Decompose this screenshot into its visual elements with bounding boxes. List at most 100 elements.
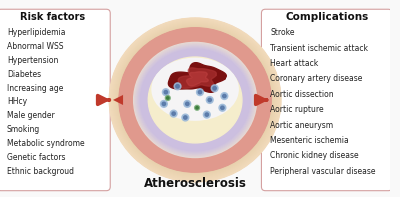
- Ellipse shape: [131, 39, 260, 161]
- Ellipse shape: [182, 114, 189, 121]
- Text: Stroke: Stroke: [270, 28, 295, 37]
- Ellipse shape: [126, 34, 265, 166]
- Text: Metabolic syndrome: Metabolic syndrome: [7, 139, 84, 148]
- Ellipse shape: [130, 39, 260, 161]
- Ellipse shape: [138, 47, 252, 153]
- Ellipse shape: [127, 36, 263, 164]
- Ellipse shape: [115, 24, 275, 176]
- Ellipse shape: [196, 107, 198, 109]
- Ellipse shape: [136, 44, 255, 156]
- Ellipse shape: [120, 29, 270, 171]
- Ellipse shape: [131, 40, 259, 160]
- Ellipse shape: [110, 19, 280, 181]
- Ellipse shape: [174, 83, 181, 90]
- Ellipse shape: [118, 27, 272, 173]
- Ellipse shape: [119, 28, 271, 172]
- Ellipse shape: [122, 30, 269, 170]
- Ellipse shape: [133, 42, 257, 158]
- Ellipse shape: [111, 20, 279, 180]
- Text: Risk factors: Risk factors: [20, 12, 85, 22]
- Ellipse shape: [129, 38, 261, 162]
- Text: HHcy: HHcy: [7, 97, 27, 106]
- Ellipse shape: [113, 21, 278, 178]
- Ellipse shape: [113, 22, 277, 178]
- Ellipse shape: [122, 31, 268, 169]
- Text: Smoking: Smoking: [7, 125, 40, 134]
- Polygon shape: [168, 63, 226, 92]
- Ellipse shape: [186, 102, 189, 106]
- Text: Coronary artery disease: Coronary artery disease: [270, 74, 362, 83]
- Ellipse shape: [128, 37, 262, 163]
- Ellipse shape: [172, 112, 175, 115]
- Ellipse shape: [126, 35, 264, 165]
- Text: Ethnic backgroud: Ethnic backgroud: [7, 167, 74, 176]
- Ellipse shape: [132, 40, 259, 160]
- Ellipse shape: [125, 33, 266, 166]
- Ellipse shape: [133, 42, 258, 158]
- Text: Male gender: Male gender: [7, 111, 54, 120]
- Ellipse shape: [132, 41, 258, 159]
- Ellipse shape: [208, 98, 212, 102]
- Text: Transient ischemic attack: Transient ischemic attack: [270, 44, 368, 53]
- Text: Chronic kidney disease: Chronic kidney disease: [270, 151, 359, 161]
- Ellipse shape: [221, 93, 228, 99]
- Ellipse shape: [119, 27, 272, 173]
- Ellipse shape: [170, 110, 177, 117]
- Ellipse shape: [110, 18, 281, 182]
- Ellipse shape: [160, 100, 167, 107]
- Ellipse shape: [116, 25, 274, 175]
- Ellipse shape: [111, 19, 280, 181]
- Ellipse shape: [124, 33, 266, 167]
- Ellipse shape: [140, 49, 250, 151]
- Ellipse shape: [115, 23, 276, 177]
- Ellipse shape: [117, 26, 273, 174]
- Ellipse shape: [118, 26, 272, 174]
- Ellipse shape: [114, 23, 276, 177]
- Ellipse shape: [162, 89, 169, 96]
- Text: Hyperlipidemia: Hyperlipidemia: [7, 28, 65, 37]
- Text: Genetic factors: Genetic factors: [7, 153, 65, 162]
- Ellipse shape: [162, 102, 166, 106]
- Ellipse shape: [120, 29, 270, 171]
- Ellipse shape: [121, 30, 270, 170]
- Ellipse shape: [196, 89, 203, 96]
- Ellipse shape: [134, 42, 256, 158]
- FancyBboxPatch shape: [0, 9, 110, 191]
- Ellipse shape: [130, 39, 260, 161]
- Ellipse shape: [115, 24, 275, 176]
- Ellipse shape: [211, 85, 218, 92]
- Ellipse shape: [112, 20, 278, 179]
- Text: Increasing age: Increasing age: [7, 84, 63, 93]
- Ellipse shape: [219, 104, 226, 111]
- Ellipse shape: [111, 20, 279, 180]
- Ellipse shape: [134, 42, 256, 158]
- Ellipse shape: [116, 24, 274, 176]
- Ellipse shape: [116, 25, 274, 175]
- FancyBboxPatch shape: [262, 9, 392, 191]
- Ellipse shape: [117, 26, 273, 174]
- Ellipse shape: [140, 48, 251, 152]
- Ellipse shape: [117, 25, 274, 175]
- Ellipse shape: [109, 18, 281, 182]
- Ellipse shape: [138, 46, 253, 154]
- Text: Aortic dissection: Aortic dissection: [270, 90, 334, 99]
- Text: Peripheral vascular disease: Peripheral vascular disease: [270, 167, 376, 176]
- Ellipse shape: [148, 57, 242, 143]
- Ellipse shape: [114, 23, 276, 177]
- Text: Hypertension: Hypertension: [7, 56, 58, 65]
- Text: Abnormal WSS: Abnormal WSS: [7, 42, 63, 51]
- Ellipse shape: [165, 96, 170, 100]
- Ellipse shape: [122, 31, 268, 169]
- Text: Heart attack: Heart attack: [270, 59, 318, 68]
- Ellipse shape: [110, 19, 280, 181]
- Ellipse shape: [221, 106, 224, 110]
- Ellipse shape: [124, 33, 266, 167]
- Ellipse shape: [198, 90, 202, 94]
- Ellipse shape: [123, 32, 267, 168]
- Ellipse shape: [223, 94, 226, 98]
- Ellipse shape: [205, 113, 208, 116]
- Ellipse shape: [203, 111, 210, 118]
- Ellipse shape: [129, 38, 261, 162]
- Ellipse shape: [176, 85, 179, 88]
- Ellipse shape: [152, 58, 238, 120]
